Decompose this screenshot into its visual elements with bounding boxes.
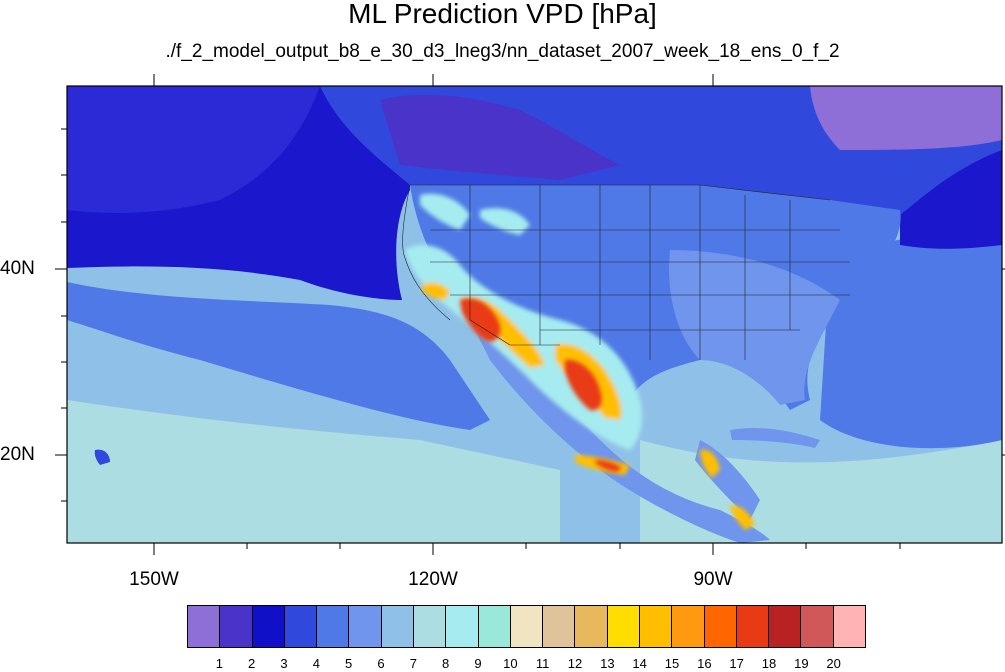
colorbar-tick-label: 4 <box>312 656 320 671</box>
colorbar-swatch <box>607 606 640 647</box>
colorbar-swatch <box>349 606 382 647</box>
colorbar-swatch <box>446 606 479 647</box>
colorbar-tick-label: 6 <box>377 656 385 671</box>
colorbar-tick-label: 8 <box>442 656 450 671</box>
colorbar-tick-label: 7 <box>409 656 417 671</box>
colorbar-swatch <box>317 606 350 647</box>
colorbar-tick-label: 5 <box>345 656 353 671</box>
land-hawaii <box>94 449 110 465</box>
colorbar-tick-label: 20 <box>826 656 841 671</box>
ocean-band-tropic <box>67 400 560 543</box>
land-nw-north <box>380 94 620 180</box>
map-frame <box>66 85 1003 544</box>
land-east <box>669 250 840 405</box>
colorbar-tick-label: 17 <box>729 656 744 671</box>
lon-label-90w: 90W <box>693 569 733 590</box>
colorbar-tick-label: 13 <box>600 656 615 671</box>
colorbar-swatch <box>220 606 253 647</box>
axis-ticks <box>55 74 1005 555</box>
colorbar-swatch <box>284 606 318 647</box>
colorbar-tick-label: 12 <box>567 656 583 671</box>
land-hudson <box>810 86 1002 150</box>
colorbar-tick-label: 18 <box>761 656 777 671</box>
land-cuba <box>730 428 820 448</box>
colorbar-swatch <box>252 606 285 647</box>
colorbar-tick-label: 19 <box>794 656 809 671</box>
lon-label-120w: 120W <box>408 569 458 590</box>
colorbar-swatch <box>639 606 673 647</box>
colorbar-tick-label: 2 <box>248 656 256 671</box>
colorbar-swatch <box>478 606 511 647</box>
colorbar-swatch <box>188 606 221 647</box>
colorbar-tick-label: 11 <box>535 656 550 671</box>
colorbar-tick-label: 3 <box>280 656 288 671</box>
colorbar-swatch <box>672 606 705 647</box>
plot-title: ML Prediction VPD [hPa] <box>348 0 657 29</box>
colorbar-swatch <box>769 606 802 647</box>
colorbar-swatch <box>575 606 608 647</box>
colorbar <box>187 605 866 648</box>
colorbar-tick-label: 10 <box>503 656 518 671</box>
colorbar-swatch <box>510 606 544 647</box>
colorbar-tick-label: 1 <box>215 656 223 671</box>
vpd-map <box>55 74 1005 555</box>
colorbar-swatch <box>543 606 576 647</box>
plot-subtitle: ./f_2_model_output_b8_e_30_d3_lneg3/nn_d… <box>165 41 840 62</box>
colorbar-tick-label: 15 <box>664 656 680 671</box>
colorbar-swatch <box>413 606 447 647</box>
colorbar-swatch <box>381 606 414 647</box>
colorbar-tick-label: 9 <box>474 656 482 671</box>
colorbar-swatch <box>736 606 770 647</box>
colorbar-labels: 1 2 3 4 5 6 7 8 9 10 11 12 13 14 15 16 17 18 19 20 <box>0 656 1005 672</box>
political-boundaries <box>402 184 850 360</box>
ocean-north-pacific <box>67 86 320 213</box>
colorbar-swatch <box>833 606 865 647</box>
ocean-band-mid <box>67 282 490 430</box>
colorbar-tick-label: 16 <box>697 656 712 671</box>
lon-label-150w: 150W <box>129 569 179 590</box>
colorbar-tick-label: 14 <box>632 656 647 671</box>
lat-label-40n: 40N <box>0 258 35 279</box>
colorbar-swatch <box>704 606 737 647</box>
lat-label-20n: 20N <box>0 444 35 465</box>
colorbar-swatch <box>801 606 834 647</box>
